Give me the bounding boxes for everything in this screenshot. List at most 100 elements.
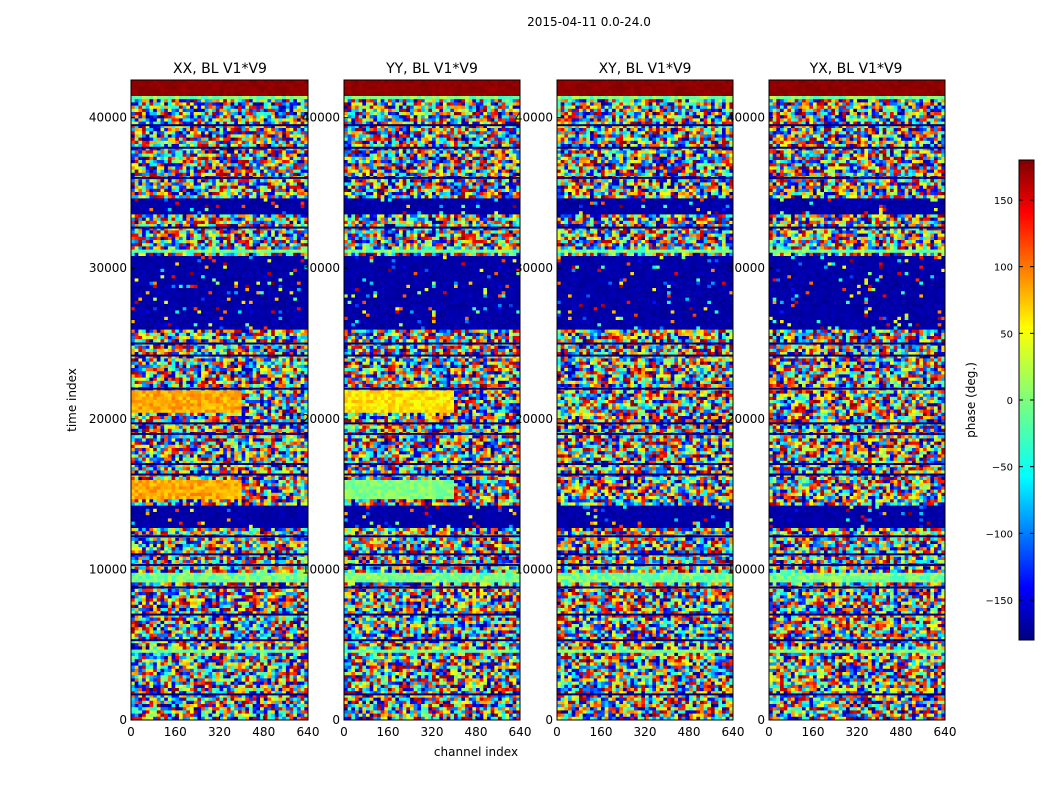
heatmap-cell bbox=[282, 99, 286, 103]
heatmap-cell bbox=[249, 93, 253, 97]
heatmap-cell bbox=[227, 160, 231, 164]
heatmap-cell bbox=[260, 86, 264, 90]
heatmap-cell bbox=[149, 163, 153, 167]
heatmap-cell bbox=[267, 138, 271, 142]
heatmap-cell bbox=[201, 150, 205, 154]
heatmap-cell bbox=[231, 93, 235, 97]
heatmap-cell bbox=[186, 96, 190, 100]
heatmap-cell bbox=[256, 93, 260, 97]
heatmap-cell bbox=[271, 93, 275, 97]
heatmap-cell bbox=[220, 96, 224, 100]
heatmap-cell bbox=[216, 83, 220, 87]
heatmap-cell bbox=[286, 86, 290, 90]
heatmap-cell bbox=[175, 163, 179, 167]
heatmap-cell bbox=[183, 134, 187, 138]
heatmap-cell bbox=[275, 96, 279, 100]
heatmap-cell bbox=[242, 86, 246, 90]
heatmap-cell bbox=[208, 160, 212, 164]
heatmap-cell bbox=[220, 90, 224, 94]
heatmap-cell bbox=[153, 83, 157, 87]
heatmap-cell bbox=[245, 115, 249, 119]
heatmap-cell bbox=[216, 150, 220, 154]
heatmap-cell bbox=[164, 166, 168, 170]
heatmap-cell bbox=[172, 157, 176, 161]
heatmap-cell bbox=[179, 86, 183, 90]
heatmap-cell bbox=[279, 150, 283, 154]
heatmap-cell bbox=[267, 90, 271, 94]
heatmap-cell bbox=[242, 160, 246, 164]
heatmap-cell bbox=[161, 83, 165, 87]
heatmap-cell bbox=[271, 160, 275, 164]
heatmap-cell bbox=[282, 154, 286, 158]
heatmap-cell bbox=[216, 109, 220, 113]
heatmap-cell bbox=[149, 109, 153, 113]
heatmap-cell bbox=[231, 134, 235, 138]
heatmap-cell bbox=[286, 166, 290, 170]
heatmap-cell bbox=[249, 99, 253, 103]
heatmap-cell bbox=[138, 109, 142, 113]
heatmap-cell bbox=[186, 80, 190, 84]
heatmap-cell bbox=[138, 150, 142, 154]
heatmap-cell bbox=[135, 157, 139, 161]
heatmap-cell bbox=[245, 86, 249, 90]
heatmap-cell bbox=[194, 99, 198, 103]
heatmap-cell bbox=[223, 99, 227, 103]
heatmap-cell bbox=[164, 160, 168, 164]
heatmap-cell bbox=[249, 154, 253, 158]
heatmap-cell bbox=[212, 154, 216, 158]
heatmap-cell bbox=[301, 141, 305, 145]
heatmap-cell bbox=[267, 102, 271, 106]
heatmap-cell bbox=[142, 157, 146, 161]
heatmap-cell bbox=[197, 115, 201, 119]
heatmap-cell bbox=[146, 83, 150, 87]
heatmap-cell bbox=[172, 160, 176, 164]
heatmap-cell bbox=[227, 96, 231, 100]
heatmap-cell bbox=[238, 80, 242, 84]
heatmap-cell bbox=[172, 118, 176, 122]
heatmap-cell bbox=[168, 150, 172, 154]
heatmap-cell bbox=[234, 106, 238, 110]
heatmap-cell bbox=[131, 134, 135, 138]
heatmap-cell bbox=[175, 166, 179, 170]
heatmap-cell bbox=[172, 166, 176, 170]
heatmap-cell bbox=[271, 99, 275, 103]
heatmap-cell bbox=[208, 141, 212, 145]
heatmap-cell bbox=[275, 160, 279, 164]
heatmap-cell bbox=[238, 141, 242, 145]
heatmap-cell bbox=[131, 86, 135, 90]
heatmap-cell bbox=[157, 93, 161, 97]
heatmap-cell bbox=[172, 138, 176, 142]
heatmap-cell bbox=[175, 90, 179, 94]
heatmap-cell bbox=[293, 106, 297, 110]
heatmap-cell bbox=[234, 163, 238, 167]
heatmap-cell bbox=[142, 170, 146, 174]
heatmap-cell bbox=[183, 102, 187, 106]
heatmap-cell bbox=[256, 112, 260, 116]
heatmap-cell bbox=[216, 141, 220, 145]
heatmap-cell bbox=[197, 154, 201, 158]
heatmap-cell bbox=[245, 131, 249, 135]
heatmap-cell bbox=[205, 150, 209, 154]
heatmap-cell bbox=[149, 80, 153, 84]
heatmap-cell bbox=[249, 106, 253, 110]
heatmap-cell bbox=[264, 131, 268, 135]
heatmap-cell bbox=[179, 83, 183, 87]
heatmap-cell bbox=[138, 154, 142, 158]
heatmap-cell bbox=[172, 150, 176, 154]
heatmap-cell bbox=[168, 154, 172, 158]
heatmap-cell bbox=[290, 128, 294, 132]
heatmap-cell bbox=[275, 157, 279, 161]
heatmap-cell bbox=[197, 131, 201, 135]
heatmap-cell bbox=[275, 90, 279, 94]
heatmap-cell bbox=[153, 93, 157, 97]
heatmap-cell bbox=[131, 83, 135, 87]
heatmap-cell bbox=[205, 115, 209, 119]
heatmap-cell bbox=[275, 99, 279, 103]
heatmap-cell bbox=[223, 150, 227, 154]
heatmap-cell bbox=[201, 138, 205, 142]
heatmap-cell bbox=[220, 160, 224, 164]
heatmap-cell bbox=[267, 99, 271, 103]
heatmap-cell bbox=[297, 150, 301, 154]
heatmap-cell bbox=[293, 102, 297, 106]
heatmap-cell bbox=[231, 112, 235, 116]
